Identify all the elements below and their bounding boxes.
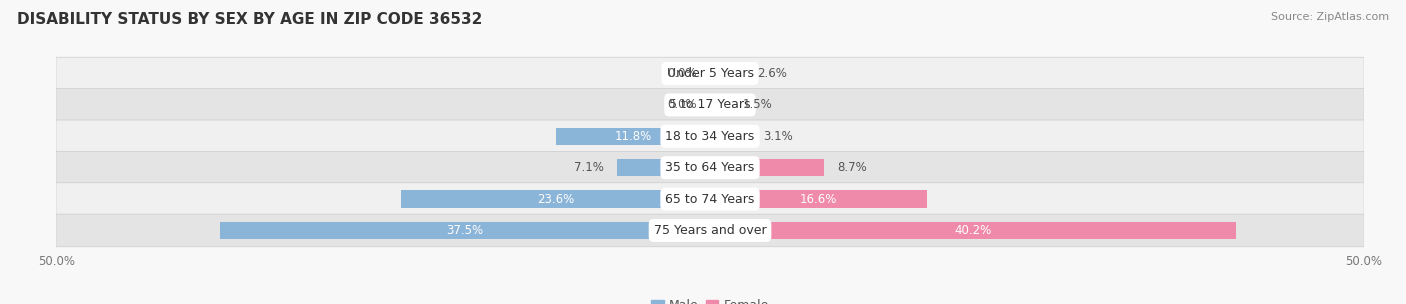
Text: 16.6%: 16.6% [800,192,837,206]
Text: 11.8%: 11.8% [614,130,651,143]
Bar [710,190,927,208]
Text: 5 to 17 Years: 5 to 17 Years [669,98,751,112]
Text: 65 to 74 Years: 65 to 74 Years [665,192,755,206]
Text: 23.6%: 23.6% [537,192,575,206]
Bar [710,128,751,145]
Bar [710,96,730,114]
FancyBboxPatch shape [56,120,1364,153]
Text: 0.0%: 0.0% [668,67,697,80]
Text: 2.6%: 2.6% [756,67,787,80]
Text: 7.1%: 7.1% [574,161,605,174]
Bar [710,159,824,176]
Text: Under 5 Years: Under 5 Years [666,67,754,80]
Text: 3.1%: 3.1% [763,130,793,143]
Text: 35 to 64 Years: 35 to 64 Years [665,161,755,174]
Legend: Male, Female: Male, Female [647,294,773,304]
Text: 37.5%: 37.5% [446,224,484,237]
FancyBboxPatch shape [56,57,1364,90]
Bar [402,190,710,208]
FancyBboxPatch shape [56,88,1364,121]
Bar [710,222,1236,239]
Text: Source: ZipAtlas.com: Source: ZipAtlas.com [1271,12,1389,22]
Text: 75 Years and over: 75 Years and over [654,224,766,237]
FancyBboxPatch shape [56,214,1364,247]
Bar [219,222,710,239]
FancyBboxPatch shape [56,183,1364,216]
Text: 0.0%: 0.0% [668,98,697,112]
Bar [617,159,710,176]
Text: 8.7%: 8.7% [837,161,866,174]
Text: 1.5%: 1.5% [742,98,772,112]
FancyBboxPatch shape [56,151,1364,184]
Text: 40.2%: 40.2% [955,224,991,237]
Bar [555,128,710,145]
Text: DISABILITY STATUS BY SEX BY AGE IN ZIP CODE 36532: DISABILITY STATUS BY SEX BY AGE IN ZIP C… [17,12,482,27]
Text: 18 to 34 Years: 18 to 34 Years [665,130,755,143]
Bar [710,65,744,82]
